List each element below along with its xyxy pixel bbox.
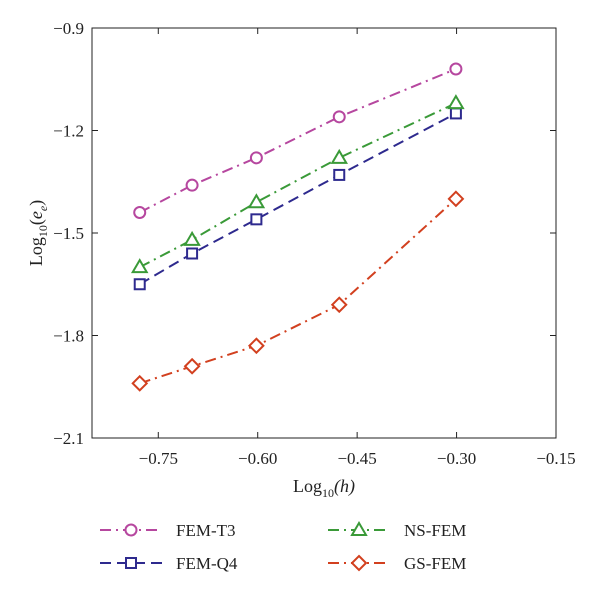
legend-label: FEM-T3: [176, 521, 236, 540]
data-point: [447, 94, 465, 110]
data-point: [186, 247, 199, 260]
series-fem-q4: [133, 107, 462, 291]
x-tick-label: −0.30: [437, 449, 476, 468]
data-point: [247, 337, 265, 355]
data-point: [249, 151, 263, 165]
data-point: [332, 110, 346, 124]
data-point: [183, 230, 201, 246]
legend-label: FEM-Q4: [176, 554, 238, 573]
legend-marker: [350, 554, 368, 572]
y-tick-label: −1.2: [53, 122, 84, 141]
y-tick-label: −2.1: [53, 429, 84, 448]
legend-item: NS-FEM: [328, 521, 466, 540]
series-ns-fem: [130, 94, 465, 274]
legend-item: FEM-Q4: [100, 554, 238, 573]
data-point: [183, 357, 201, 375]
data-point: [333, 168, 346, 181]
data-point: [330, 296, 348, 314]
x-tick-label: −0.75: [139, 449, 178, 468]
series-line: [139, 102, 457, 269]
series-line: [139, 112, 457, 286]
data-point: [247, 193, 266, 209]
legend-marker: [124, 523, 138, 537]
x-axis-ticks: −0.75 −0.60 −0.45 −0.30 −0.15: [139, 28, 576, 468]
data-point: [133, 206, 147, 219]
y-tick-label: −1.5: [53, 224, 84, 243]
legend: FEM-T3 FEM-Q4 NS-FEM GS-FEM: [100, 521, 466, 573]
legend-marker: [125, 557, 137, 569]
data-point: [131, 374, 149, 392]
y-tick-label: −0.9: [53, 19, 84, 38]
data-point: [250, 213, 263, 226]
series-line: [139, 68, 457, 214]
y-axis-ticks: −2.1 −1.8 −1.5 −1.2 −0.9: [53, 19, 556, 448]
data-point: [330, 148, 348, 164]
data-point: [449, 62, 463, 76]
x-tick-label: −0.45: [337, 449, 376, 468]
legend-marker: [350, 521, 368, 536]
data-point: [130, 258, 149, 274]
legend-item: GS-FEM: [328, 554, 466, 573]
data-point: [449, 107, 462, 120]
legend-item: FEM-T3: [100, 521, 236, 540]
data-point: [185, 178, 199, 192]
series-line: [139, 198, 457, 385]
data-point: [447, 190, 465, 208]
legend-label: NS-FEM: [404, 521, 466, 540]
x-tick-label: −0.60: [238, 449, 277, 468]
y-axis-label: Log10(ee): [26, 200, 50, 266]
series-gs-fem: [131, 190, 465, 392]
legend-label: GS-FEM: [404, 554, 466, 573]
data-point: [133, 278, 146, 291]
x-tick-label: −0.15: [536, 449, 575, 468]
series-layer: [130, 62, 465, 392]
series-fem-t3: [133, 62, 463, 219]
plot-area-frame: [91, 27, 557, 439]
x-axis-label: Log10(h): [293, 476, 355, 500]
y-tick-label: −1.8: [53, 327, 84, 346]
